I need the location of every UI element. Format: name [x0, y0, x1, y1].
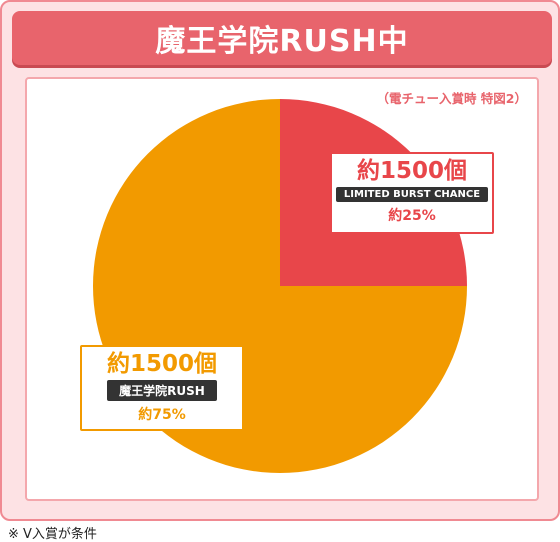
slice-count-label: 約1500個	[356, 158, 467, 184]
slice-name-label: LIMITED BURST CHANCE	[335, 187, 489, 202]
slice-count-label: 約1500個	[106, 351, 217, 377]
title-bar: 魔王学院RUSH中	[12, 11, 552, 65]
slice-percent-label: 約75%	[138, 407, 186, 423]
footnote: ※ V入賞が条件	[8, 527, 97, 542]
slice-label-limited-burst-chance: 約1500個 LIMITED BURST CHANCE 約25%	[330, 152, 494, 234]
chart-title: 魔王学院RUSH中	[155, 24, 409, 59]
slice-name-label: 魔王学院RUSH	[107, 380, 217, 401]
slice-percent-label: 約25%	[388, 208, 436, 224]
chart-subtitle: （電チュー入賞時 特図2）	[376, 91, 527, 106]
slice-label-maou-gakuin-rush: 約1500個 魔王学院RUSH 約75%	[80, 345, 244, 431]
